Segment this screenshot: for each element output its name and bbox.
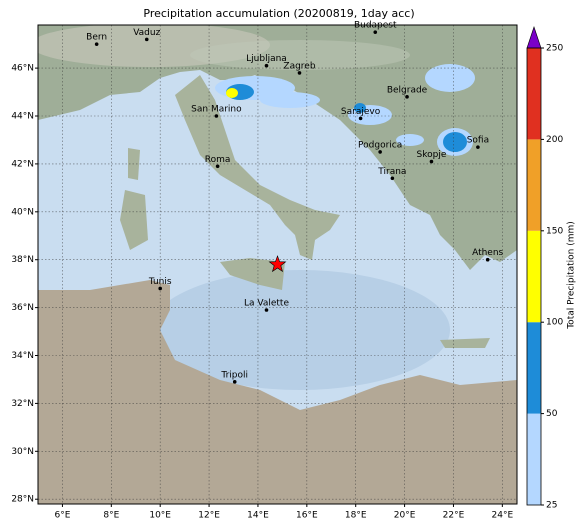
city-marker xyxy=(264,308,269,312)
lat-tick-label: 28°N xyxy=(11,495,34,505)
city-marker xyxy=(476,145,480,149)
city-label: Tirana xyxy=(377,167,406,177)
city-marker xyxy=(429,159,434,164)
lon-tick-label: 10°E xyxy=(149,511,171,521)
city-label: Bern xyxy=(86,33,107,43)
city-label: Podgorica xyxy=(358,140,402,150)
land-sicily xyxy=(220,258,285,290)
land-africa xyxy=(38,280,517,504)
city-marker xyxy=(94,42,99,46)
lon-tick-label: 18°E xyxy=(345,511,367,521)
lon-tick-label: 8°E xyxy=(103,511,119,521)
precip-area xyxy=(354,103,366,113)
mountains xyxy=(190,40,410,70)
city-marker xyxy=(144,37,149,42)
city-marker xyxy=(358,116,363,121)
city-marker xyxy=(378,150,382,154)
city-marker xyxy=(158,286,162,291)
lon-tick-label: 22°E xyxy=(443,511,465,521)
city-marker xyxy=(232,380,237,384)
colorbar-tick-label: 250 xyxy=(546,44,563,54)
city-marker xyxy=(215,164,220,169)
map-title: Precipitation accumulation (20200819, 1d… xyxy=(143,7,414,20)
lon-tick-label: 16°E xyxy=(296,511,318,521)
city-label: Budapest xyxy=(354,21,397,31)
colorbar-segment xyxy=(527,413,541,505)
city-label: Roma xyxy=(205,155,231,165)
city-marker xyxy=(373,30,378,34)
colorbar-segment xyxy=(527,230,541,323)
city-marker xyxy=(297,71,302,75)
colorbar-frame xyxy=(526,47,542,506)
precip-area xyxy=(396,134,424,146)
lat-tick-label: 38°N xyxy=(11,255,34,265)
city-label: Athens xyxy=(472,248,503,258)
precip-area xyxy=(226,88,238,98)
city-marker xyxy=(264,63,269,68)
lon-tick-label: 14°E xyxy=(247,511,269,521)
colorbar-tick-label: 200 xyxy=(546,135,563,145)
lat-tick-label: 34°N xyxy=(11,351,34,361)
colorbar-label: Total Precipitation (mm) xyxy=(567,221,577,330)
land-europe xyxy=(38,25,517,270)
city-label: Tunis xyxy=(148,277,172,287)
map-frame xyxy=(37,24,518,505)
city-label: Tripoli xyxy=(220,370,248,380)
city-label: Sarajevo xyxy=(341,107,381,117)
colorbar-segment xyxy=(527,48,541,140)
colorbar-segment xyxy=(527,139,541,231)
city-marker xyxy=(214,114,219,118)
lon-tick-label: 24°E xyxy=(492,511,514,521)
colorbar-segment xyxy=(527,322,541,414)
lat-tick-label: 44°N xyxy=(11,112,34,122)
land-italy xyxy=(175,75,340,260)
precipitation xyxy=(215,64,475,156)
colorbar-extension xyxy=(526,26,542,49)
lat-tick-label: 30°N xyxy=(11,447,34,457)
event-star xyxy=(268,255,287,273)
colorbar-tick-label: 25 xyxy=(546,501,557,511)
city-marker xyxy=(390,176,395,181)
land-sardinia xyxy=(120,190,148,250)
lat-tick-label: 32°N xyxy=(11,399,34,409)
city-label: Vaduz xyxy=(133,28,160,38)
precip-area xyxy=(425,64,475,92)
precip-area xyxy=(260,92,320,108)
land-crete xyxy=(440,338,490,348)
lat-tick-label: 36°N xyxy=(11,303,34,313)
colorbar-tick-label: 100 xyxy=(546,318,563,328)
basemap xyxy=(38,25,517,504)
city-label: Skopje xyxy=(417,150,447,160)
city-label: Zagreb xyxy=(283,61,315,71)
colorbar-tick-label: 150 xyxy=(546,226,563,236)
city-label: La Valette xyxy=(244,299,289,309)
city-label: Ljubljana xyxy=(246,54,287,64)
lon-tick-label: 6°E xyxy=(54,511,70,521)
lon-tick-label: 12°E xyxy=(198,511,220,521)
city-marker xyxy=(405,95,409,99)
colorbar-tick-label: 50 xyxy=(546,409,558,419)
precip-area xyxy=(443,132,467,152)
city-label: San Marino xyxy=(191,105,242,115)
lat-tick-label: 46°N xyxy=(11,64,34,74)
sea-depth xyxy=(150,270,450,390)
lon-tick-label: 20°E xyxy=(394,511,416,521)
city-marker xyxy=(485,257,490,262)
city-label: Belgrade xyxy=(387,85,428,95)
city-label: Sofia xyxy=(467,136,489,146)
lat-tick-label: 40°N xyxy=(11,207,34,217)
lat-tick-label: 42°N xyxy=(11,159,34,169)
